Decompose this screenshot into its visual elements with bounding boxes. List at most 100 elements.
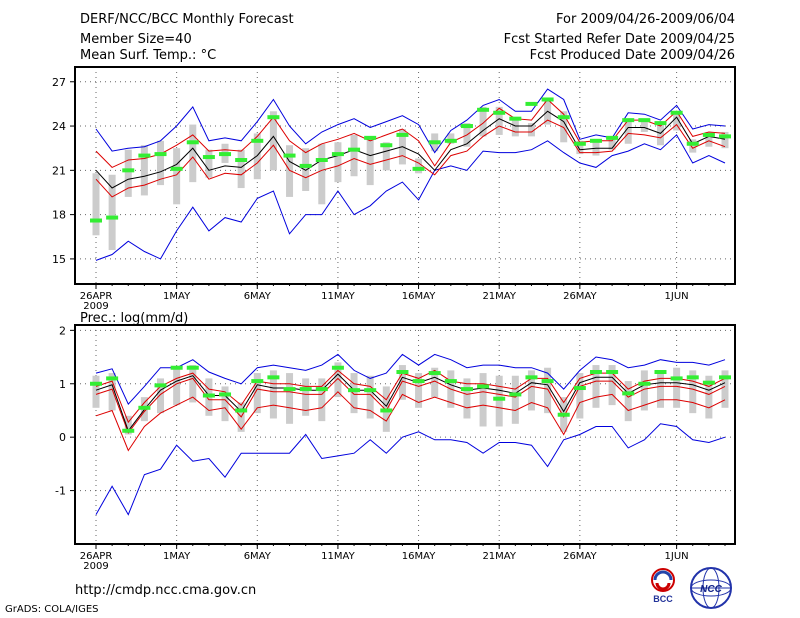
iqr-box bbox=[253, 373, 261, 414]
median-marker bbox=[412, 166, 425, 171]
iqr-box bbox=[608, 136, 616, 150]
iqr-box bbox=[608, 365, 616, 406]
iqr-box bbox=[673, 367, 681, 408]
iqr-box bbox=[447, 133, 455, 144]
iqr-box bbox=[495, 106, 503, 135]
iqr-box bbox=[286, 373, 294, 424]
median-marker bbox=[186, 140, 199, 145]
iqr-box bbox=[576, 140, 584, 155]
iqr-box bbox=[463, 378, 471, 419]
iqr-box bbox=[656, 123, 664, 146]
produced-date: Fcst Produced Date 2009/04/26 bbox=[529, 48, 735, 63]
median-marker bbox=[428, 371, 441, 376]
iqr-box bbox=[205, 149, 213, 178]
median-marker bbox=[606, 370, 619, 375]
iqr-box bbox=[318, 378, 326, 422]
iqr-box bbox=[511, 120, 519, 137]
xtick-label: 26APR bbox=[80, 551, 113, 562]
median-marker bbox=[283, 153, 296, 158]
median-marker bbox=[557, 115, 570, 120]
ncc-logo-text: NCC bbox=[700, 584, 722, 595]
iqr-box bbox=[350, 134, 358, 177]
median-marker bbox=[719, 134, 731, 139]
iqr-box bbox=[576, 373, 584, 419]
xtick-label: 6MAY bbox=[244, 551, 272, 562]
ytick-label: 15 bbox=[52, 253, 66, 266]
source-url[interactable]: http://cmdp.ncc.cma.gov.cn bbox=[75, 583, 257, 598]
iqr-box bbox=[124, 415, 132, 435]
series-line-min bbox=[95, 423, 726, 516]
iqr-box bbox=[302, 378, 310, 416]
series-line-lower bbox=[95, 377, 726, 434]
iqr-box bbox=[269, 370, 277, 419]
median-marker bbox=[154, 152, 167, 157]
median-marker bbox=[606, 135, 619, 140]
xtick-label: 1JUN bbox=[665, 551, 689, 562]
iqr-box bbox=[173, 148, 181, 205]
median-marker bbox=[686, 141, 699, 146]
iqr-box bbox=[366, 375, 374, 419]
median-marker bbox=[138, 405, 151, 410]
median-marker bbox=[315, 387, 328, 392]
median-marker bbox=[90, 381, 102, 386]
iqr-box bbox=[237, 149, 245, 189]
median-marker bbox=[477, 384, 490, 389]
iqr-box bbox=[511, 375, 519, 424]
ncc-logo: NCC bbox=[690, 567, 732, 609]
iqr-box bbox=[624, 381, 632, 422]
iqr-box bbox=[140, 145, 148, 196]
ytick-label: 2 bbox=[59, 324, 66, 337]
forecast-period: For 2009/04/26-2009/06/04 bbox=[556, 12, 735, 27]
iqr-box bbox=[221, 386, 229, 422]
grads-credit: GrADS: COLA/IGES bbox=[5, 604, 99, 615]
xtick-label: 21MAY bbox=[482, 291, 516, 302]
median-marker bbox=[686, 375, 699, 380]
iqr-box bbox=[189, 365, 197, 403]
median-marker bbox=[670, 110, 683, 115]
iqr-box bbox=[640, 118, 648, 132]
xtick-label: 26APR bbox=[80, 291, 113, 302]
xtick-label: 6MAY bbox=[244, 291, 272, 302]
iqr-box bbox=[302, 148, 310, 191]
iqr-box bbox=[366, 136, 374, 186]
median-marker bbox=[702, 132, 715, 137]
ytick-label: 27 bbox=[52, 76, 66, 89]
xtick-label: 1MAY bbox=[163, 291, 191, 302]
median-marker bbox=[283, 387, 296, 392]
median-marker bbox=[122, 168, 135, 173]
iqr-box bbox=[544, 367, 552, 414]
median-marker bbox=[509, 392, 522, 397]
median-marker bbox=[235, 158, 248, 162]
median-marker bbox=[477, 107, 490, 112]
median-marker bbox=[299, 163, 312, 168]
median-marker bbox=[525, 375, 538, 380]
median-marker bbox=[170, 365, 183, 370]
ytick-label: 18 bbox=[52, 209, 66, 222]
median-marker bbox=[348, 147, 361, 152]
xtick-label: 26MAY bbox=[563, 551, 597, 562]
series-line-mean bbox=[95, 373, 726, 432]
median-marker bbox=[444, 379, 457, 384]
ytick-label: 21 bbox=[52, 164, 66, 177]
iqr-box bbox=[689, 139, 697, 153]
median-marker bbox=[251, 138, 264, 143]
median-marker bbox=[267, 375, 280, 380]
median-marker bbox=[331, 365, 344, 370]
ytick-label: -1 bbox=[55, 485, 66, 498]
median-marker bbox=[638, 381, 651, 386]
series-line-min bbox=[95, 134, 726, 261]
ytick-label: 1 bbox=[59, 378, 66, 391]
median-marker bbox=[589, 370, 602, 375]
iqr-box bbox=[705, 131, 713, 147]
start-date: Fcst Started Refer Date 2009/04/25 bbox=[503, 32, 735, 47]
median-marker bbox=[493, 396, 506, 401]
median-marker bbox=[380, 143, 393, 148]
iqr-box bbox=[689, 370, 697, 414]
iqr-box bbox=[318, 143, 326, 205]
median-marker bbox=[186, 365, 199, 370]
iqr-box bbox=[527, 370, 535, 411]
median-marker bbox=[638, 118, 651, 123]
iqr-box bbox=[721, 370, 729, 408]
iqr-box bbox=[431, 367, 439, 398]
xtick-label: 1MAY bbox=[163, 551, 191, 562]
